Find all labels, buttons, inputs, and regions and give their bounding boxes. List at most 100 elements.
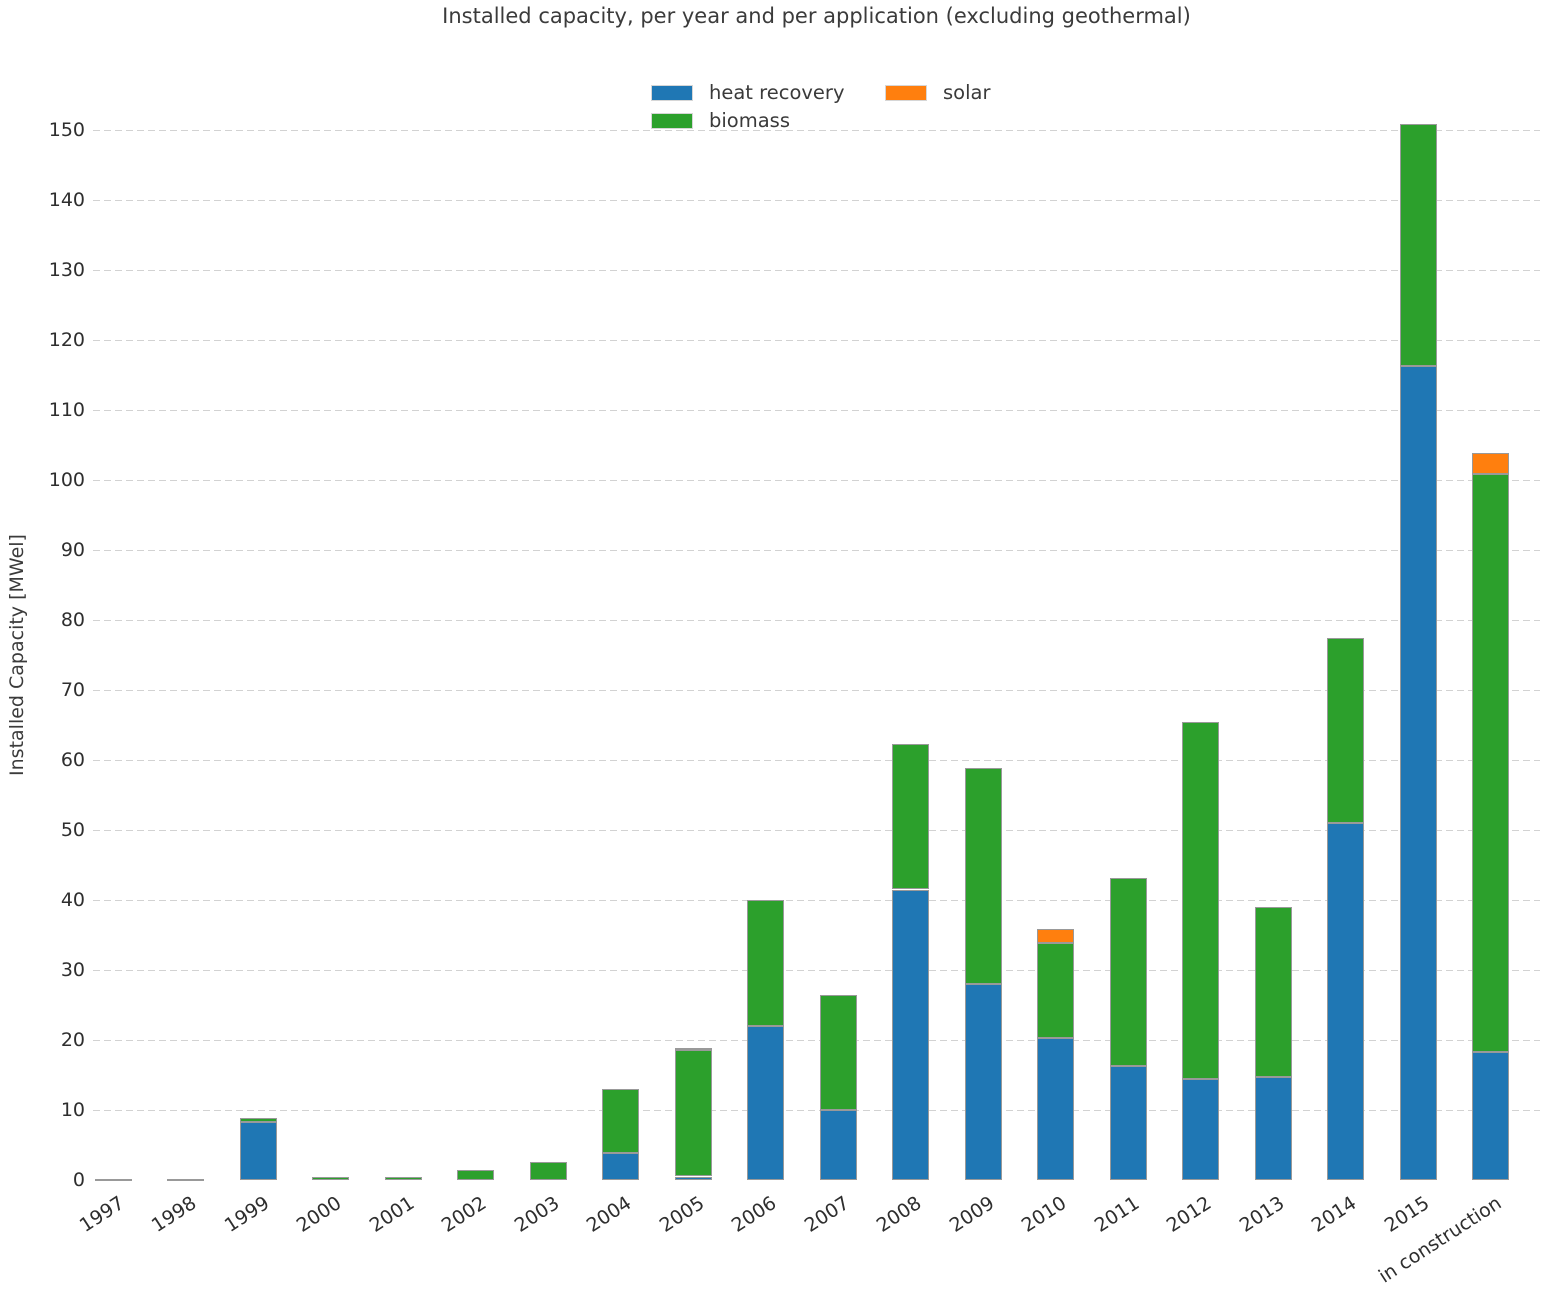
x-tick-label-in-construction: in construction <box>1374 1192 1506 1288</box>
x-tick-label-2007: 2007 <box>800 1192 853 1237</box>
x-tick-label-2004: 2004 <box>582 1192 636 1237</box>
bar-2007-biomass <box>819 995 857 1110</box>
y-tick-label-90: 90 <box>60 539 85 561</box>
x-tick-label-2003: 2003 <box>510 1192 563 1237</box>
legend-item-biomass: biomass <box>651 107 790 134</box>
bar-2006-biomass <box>747 900 784 1026</box>
y-tick-label-0: 0 <box>72 1169 85 1191</box>
gridline-60 <box>93 760 1540 761</box>
x-tick-label-2008: 2008 <box>872 1192 926 1237</box>
y-tick-label-100: 100 <box>48 469 85 491</box>
bar-1997-biomass <box>94 1179 132 1182</box>
legend-label-solar: solar <box>943 81 991 104</box>
x-tick-label-2011: 2011 <box>1090 1192 1143 1237</box>
bar-2009-heat-recovery <box>964 984 1002 1180</box>
bar-2002-biomass <box>457 1169 494 1180</box>
x-tick-label-1998: 1998 <box>147 1192 201 1237</box>
bar-2014-biomass <box>1327 637 1364 823</box>
bar-2005-heat-recovery <box>674 1176 712 1180</box>
y-tick-label-110: 110 <box>48 399 85 421</box>
y-tick-label-60: 60 <box>60 749 85 771</box>
bar-2015-heat-recovery <box>1399 365 1437 1180</box>
x-tick-label-2012: 2012 <box>1162 1192 1216 1237</box>
x-tick-label-2015: 2015 <box>1380 1192 1433 1237</box>
legend-label-biomass: biomass <box>709 109 790 132</box>
x-tick-label-2013: 2013 <box>1235 1192 1288 1237</box>
bar-2010-biomass <box>1037 942 1074 1038</box>
bar-1999-heat-recovery <box>239 1121 277 1180</box>
gridline-140 <box>93 200 1540 201</box>
bar-2010-heat-recovery <box>1037 1037 1074 1180</box>
y-tick-label-20: 20 <box>60 1029 85 1051</box>
gridline-120 <box>93 340 1540 341</box>
x-tick-label-1999: 1999 <box>220 1192 273 1237</box>
gridline-50 <box>93 830 1540 831</box>
gridline-150 <box>93 130 1540 131</box>
x-tick-label-2006: 2006 <box>727 1192 781 1237</box>
bar-2005-solar <box>674 1048 712 1051</box>
gridline-10 <box>93 1110 1540 1111</box>
x-tick-label-2014: 2014 <box>1307 1192 1361 1237</box>
bar-1998-biomass <box>167 1179 204 1182</box>
bar-2004-biomass <box>602 1089 639 1153</box>
x-tick-label-2002: 2002 <box>437 1192 491 1237</box>
gridline-130 <box>93 270 1540 271</box>
bar-2007-heat-recovery <box>819 1110 857 1180</box>
legend-item-solar: solar <box>885 79 990 106</box>
bar-2011-biomass <box>1109 878 1147 1066</box>
bar-in-construction-heat-recovery <box>1472 1051 1509 1180</box>
bar-2003-biomass <box>529 1161 567 1180</box>
bar-2008-biomass <box>892 743 929 890</box>
chart-title: Installed capacity, per year and per app… <box>442 4 1191 28</box>
bar-2012-biomass <box>1182 722 1219 1080</box>
bar-2008-heat-recovery <box>892 889 929 1180</box>
bar-in-construction-solar <box>1472 452 1509 474</box>
legend-swatch-heat-recovery <box>651 84 693 101</box>
gridline-20 <box>93 1040 1540 1041</box>
x-tick-label-2009: 2009 <box>945 1192 998 1237</box>
gridline-90 <box>93 550 1540 551</box>
bar-2005-biomass <box>674 1049 712 1177</box>
gridline-110 <box>93 410 1540 411</box>
bar-2013-biomass <box>1254 907 1292 1078</box>
bar-1999-biomass <box>239 1118 277 1122</box>
y-tick-label-70: 70 <box>60 679 85 701</box>
legend-item-heat-recovery: heat recovery <box>651 79 844 106</box>
y-tick-label-50: 50 <box>60 819 85 841</box>
y-tick-label-10: 10 <box>60 1099 85 1121</box>
bar-2014-heat-recovery <box>1327 823 1364 1180</box>
y-tick-label-40: 40 <box>60 889 85 911</box>
bar-2000-biomass <box>312 1177 349 1180</box>
y-tick-label-140: 140 <box>48 189 85 211</box>
gridline-100 <box>93 480 1540 481</box>
legend-swatch-biomass <box>651 112 693 129</box>
gridline-40 <box>93 900 1540 901</box>
y-tick-label-80: 80 <box>60 609 85 631</box>
x-tick-label-2010: 2010 <box>1017 1192 1071 1237</box>
bar-in-construction-biomass <box>1472 473 1509 1052</box>
y-tick-label-130: 130 <box>48 259 85 281</box>
bar-2013-heat-recovery <box>1254 1077 1292 1180</box>
legend-label-heat-recovery: heat recovery <box>709 81 845 104</box>
y-tick-label-120: 120 <box>48 329 85 351</box>
x-tick-label-2001: 2001 <box>365 1192 418 1237</box>
gridline-30 <box>93 970 1540 971</box>
bar-2012-heat-recovery <box>1182 1079 1219 1180</box>
x-tick-label-2000: 2000 <box>292 1192 346 1237</box>
bar-2015-biomass <box>1399 124 1437 366</box>
x-tick-label-1997: 1997 <box>75 1192 128 1237</box>
legend-swatch-solar <box>885 84 927 101</box>
y-tick-label-150: 150 <box>48 119 85 141</box>
bar-2011-heat-recovery <box>1109 1065 1147 1180</box>
y-tick-label-30: 30 <box>60 959 85 981</box>
bar-2006-heat-recovery <box>747 1026 784 1180</box>
gridline-80 <box>93 620 1540 621</box>
bar-2010-solar <box>1037 928 1074 943</box>
bar-2001-biomass <box>384 1176 422 1180</box>
bar-2004-heat-recovery <box>602 1152 639 1180</box>
bar-2009-biomass <box>964 768 1002 984</box>
x-tick-label-2005: 2005 <box>655 1192 708 1237</box>
gridline-70 <box>93 690 1540 691</box>
